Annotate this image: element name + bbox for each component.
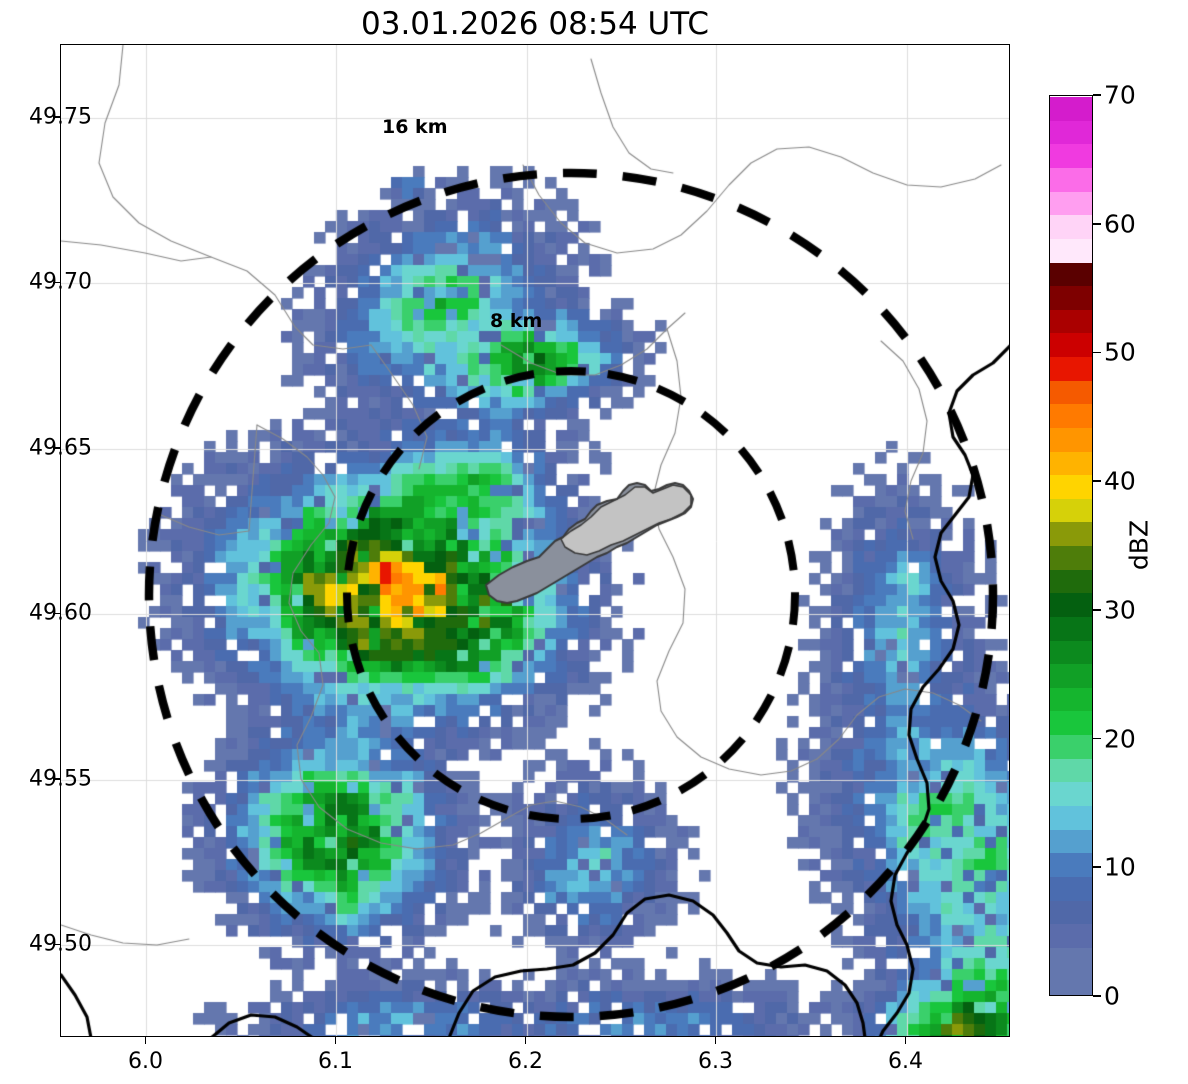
y-axis-tick-label: 49.75 bbox=[29, 104, 92, 130]
colorbar-tick-mark bbox=[1093, 480, 1101, 482]
colorbar-band bbox=[1050, 238, 1092, 263]
colorbar-band bbox=[1050, 829, 1092, 854]
colorbar-band bbox=[1050, 923, 1092, 948]
x-axis-tick-label: 6.0 bbox=[128, 1049, 163, 1074]
y-axis-tick-label: 49.70 bbox=[29, 269, 92, 295]
colorbar-band bbox=[1050, 191, 1092, 216]
x-axis-tick-label: 6.3 bbox=[698, 1049, 733, 1074]
x-axis-tick-mark bbox=[334, 1037, 337, 1044]
colorbar-tick-mark bbox=[1093, 866, 1101, 869]
colorbar-tick-label: 10 bbox=[1104, 852, 1136, 882]
colorbar-band bbox=[1050, 687, 1092, 712]
colorbar-band bbox=[1050, 332, 1092, 358]
colorbar-band bbox=[1050, 592, 1092, 617]
colorbar-tick-label: 40 bbox=[1104, 466, 1136, 496]
x-axis-tick-label: 6.1 bbox=[318, 1049, 353, 1074]
colorbar-tick-mark bbox=[1093, 94, 1101, 96]
colorbar-tick-label: 20 bbox=[1104, 724, 1136, 754]
page-title: 03.01.2026 08:54 UTC bbox=[361, 6, 709, 42]
y-axis-tick-mark bbox=[53, 943, 60, 946]
y-axis-tick-label: 49.50 bbox=[29, 931, 92, 957]
colorbar-band bbox=[1050, 521, 1092, 547]
colorbar-band bbox=[1050, 356, 1092, 381]
colorbar-tick-label: 60 bbox=[1104, 209, 1136, 239]
colorbar-band bbox=[1050, 616, 1092, 641]
x-axis-tick-label: 6.4 bbox=[888, 1049, 923, 1074]
colorbar-band bbox=[1050, 262, 1092, 287]
colorbar-band bbox=[1050, 640, 1092, 665]
colorbar-band bbox=[1050, 758, 1092, 783]
colorbar-band bbox=[1050, 947, 1092, 972]
colorbar[interactable] bbox=[1049, 95, 1093, 996]
x-axis-tick-mark bbox=[904, 1037, 907, 1044]
y-axis-tick-mark bbox=[53, 778, 60, 780]
colorbar-axis-label: dBZ bbox=[1124, 519, 1154, 571]
colorbar-band bbox=[1050, 451, 1092, 476]
colorbar-tick-mark bbox=[1093, 737, 1101, 740]
colorbar-band bbox=[1050, 852, 1092, 877]
colorbar-tick-label: 0 bbox=[1104, 981, 1120, 1011]
y-axis-tick-mark bbox=[53, 281, 60, 284]
range-ring-label-16km: 16 km bbox=[382, 116, 448, 138]
colorbar-tick-mark bbox=[1093, 222, 1101, 225]
colorbar-band bbox=[1050, 143, 1092, 169]
colorbar-band bbox=[1050, 545, 1092, 570]
colorbar-band bbox=[1050, 309, 1092, 334]
colorbar-band bbox=[1050, 120, 1092, 145]
x-axis-tick-label: 6.2 bbox=[508, 1049, 543, 1074]
x-axis-tick-mark bbox=[714, 1037, 717, 1044]
colorbar-band bbox=[1050, 498, 1092, 523]
colorbar-tick-label: 50 bbox=[1104, 337, 1136, 367]
colorbar-band bbox=[1050, 710, 1092, 736]
y-axis-tick-mark bbox=[53, 612, 60, 615]
colorbar-tick-mark bbox=[1093, 995, 1101, 997]
y-axis-tick-label: 49.55 bbox=[29, 766, 92, 792]
colorbar-tick-mark bbox=[1093, 351, 1101, 354]
colorbar-band bbox=[1050, 781, 1092, 806]
colorbar-band bbox=[1050, 403, 1092, 428]
x-axis-tick-mark bbox=[144, 1037, 147, 1044]
colorbar-tick-mark bbox=[1093, 609, 1101, 611]
colorbar-band bbox=[1050, 876, 1092, 901]
colorbar-band bbox=[1050, 167, 1092, 192]
colorbar-band bbox=[1050, 970, 1092, 995]
colorbar-band bbox=[1050, 427, 1092, 452]
y-axis-tick-mark bbox=[53, 447, 60, 449]
y-axis-tick-label: 49.65 bbox=[29, 435, 92, 461]
colorbar-band bbox=[1050, 214, 1092, 239]
range-ring-label-8km: 8 km bbox=[490, 310, 543, 332]
y-axis-tick-label: 49.60 bbox=[29, 600, 92, 626]
colorbar-band bbox=[1050, 474, 1092, 499]
y-axis-tick-mark bbox=[53, 116, 60, 118]
colorbar-band bbox=[1050, 569, 1092, 594]
colorbar-band bbox=[1050, 805, 1092, 830]
colorbar-band bbox=[1050, 663, 1092, 688]
map-plot-area[interactable] bbox=[60, 44, 1010, 1037]
colorbar-band bbox=[1050, 899, 1092, 925]
colorbar-tick-label: 30 bbox=[1104, 595, 1136, 625]
colorbar-band bbox=[1050, 380, 1092, 405]
range-ring-layer bbox=[61, 45, 1009, 1036]
colorbar-band bbox=[1050, 734, 1092, 759]
colorbar-band bbox=[1050, 96, 1092, 121]
colorbar-band bbox=[1050, 285, 1092, 310]
x-axis-tick-mark bbox=[524, 1037, 527, 1044]
colorbar-tick-label: 70 bbox=[1104, 80, 1136, 110]
